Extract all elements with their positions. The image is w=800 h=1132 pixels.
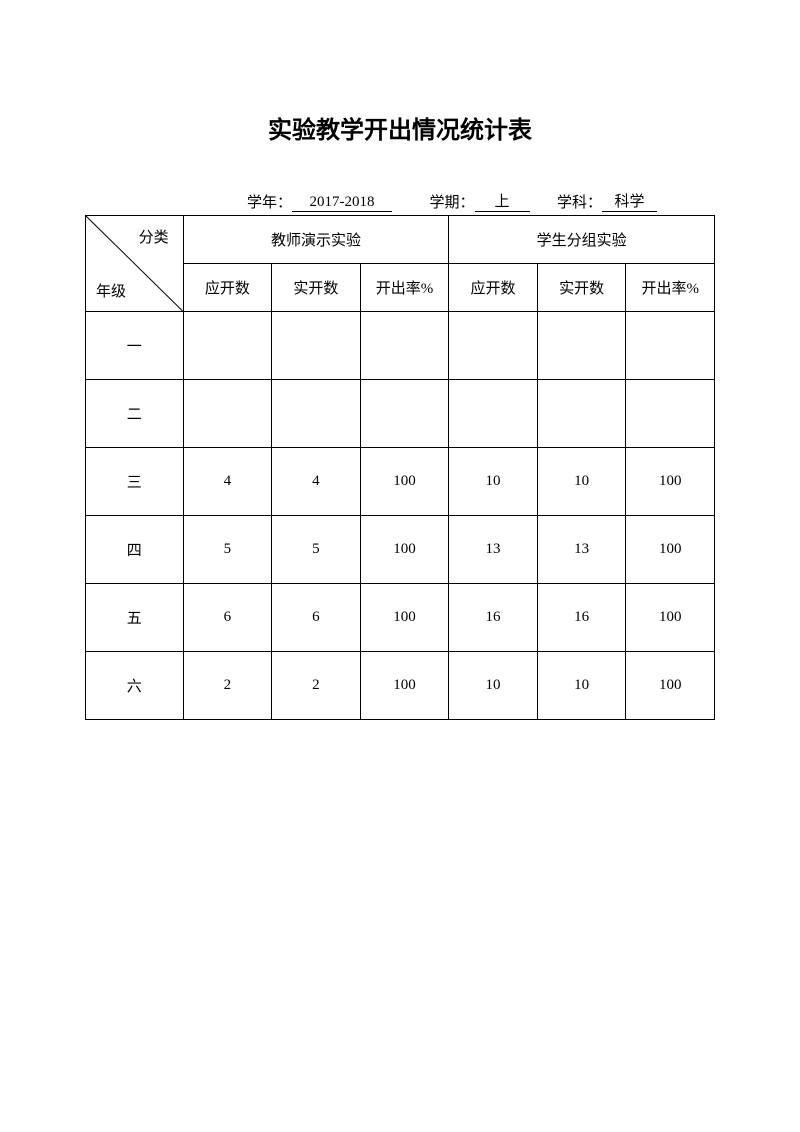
data-cell: 10 — [537, 448, 626, 516]
grade-cell: 五 — [86, 584, 184, 652]
data-cell — [360, 380, 449, 448]
data-cell — [183, 380, 272, 448]
group-header-1: 教师演示实验 — [183, 216, 449, 264]
sub-header: 实开数 — [537, 264, 626, 312]
data-cell: 6 — [183, 584, 272, 652]
data-cell — [272, 312, 361, 380]
data-cell: 100 — [626, 652, 715, 720]
data-cell: 100 — [626, 448, 715, 516]
sub-header: 应开数 — [183, 264, 272, 312]
data-cell: 100 — [360, 652, 449, 720]
grade-cell: 二 — [86, 380, 184, 448]
table-row: 三 4 4 100 10 10 100 — [86, 448, 715, 516]
data-cell: 5 — [183, 516, 272, 584]
year-value: 2017-2018 — [292, 194, 392, 212]
data-cell: 2 — [272, 652, 361, 720]
data-cell: 100 — [360, 448, 449, 516]
data-cell — [183, 312, 272, 380]
data-cell — [449, 380, 538, 448]
grade-cell: 六 — [86, 652, 184, 720]
data-cell: 4 — [183, 448, 272, 516]
data-cell: 10 — [449, 652, 538, 720]
table-row: 六 2 2 100 10 10 100 — [86, 652, 715, 720]
data-cell: 100 — [360, 516, 449, 584]
data-cell — [449, 312, 538, 380]
data-cell: 2 — [183, 652, 272, 720]
diagonal-header: 分类 年级 — [86, 216, 184, 312]
table-row: 一 — [86, 312, 715, 380]
diag-top-label: 分类 — [139, 226, 169, 247]
diag-bottom-label: 年级 — [96, 280, 126, 301]
semester-label: 学期： — [430, 195, 475, 211]
grade-cell: 三 — [86, 448, 184, 516]
sub-header: 开出率% — [360, 264, 449, 312]
data-cell: 16 — [537, 584, 626, 652]
group-header-2: 学生分组实验 — [449, 216, 715, 264]
data-cell — [537, 380, 626, 448]
data-cell — [626, 312, 715, 380]
sub-header: 应开数 — [449, 264, 538, 312]
data-cell: 13 — [449, 516, 538, 584]
data-cell: 6 — [272, 584, 361, 652]
meta-row: 学年：2017-2018 学期：上 学科：科学 — [85, 190, 715, 212]
data-cell — [626, 380, 715, 448]
data-cell — [537, 312, 626, 380]
table-row: 二 — [86, 380, 715, 448]
sub-header: 开出率% — [626, 264, 715, 312]
data-cell: 100 — [626, 584, 715, 652]
data-cell — [360, 312, 449, 380]
data-cell: 4 — [272, 448, 361, 516]
subject-label: 学科： — [557, 195, 602, 211]
table-row: 四 5 5 100 13 13 100 — [86, 516, 715, 584]
page-title: 实验教学开出情况统计表 — [85, 110, 715, 145]
data-cell: 13 — [537, 516, 626, 584]
data-cell — [272, 380, 361, 448]
data-cell: 100 — [626, 516, 715, 584]
sub-header: 实开数 — [272, 264, 361, 312]
table-row: 五 6 6 100 16 16 100 — [86, 584, 715, 652]
year-label: 学年： — [247, 195, 292, 211]
grade-cell: 一 — [86, 312, 184, 380]
subject-value: 科学 — [602, 190, 657, 212]
data-cell: 10 — [537, 652, 626, 720]
data-table: 分类 年级 教师演示实验 学生分组实验 应开数 实开数 开出率% 应开数 实开数… — [85, 215, 715, 720]
data-cell: 16 — [449, 584, 538, 652]
grade-cell: 四 — [86, 516, 184, 584]
semester-value: 上 — [475, 190, 530, 212]
data-cell: 100 — [360, 584, 449, 652]
data-cell: 10 — [449, 448, 538, 516]
data-cell: 5 — [272, 516, 361, 584]
